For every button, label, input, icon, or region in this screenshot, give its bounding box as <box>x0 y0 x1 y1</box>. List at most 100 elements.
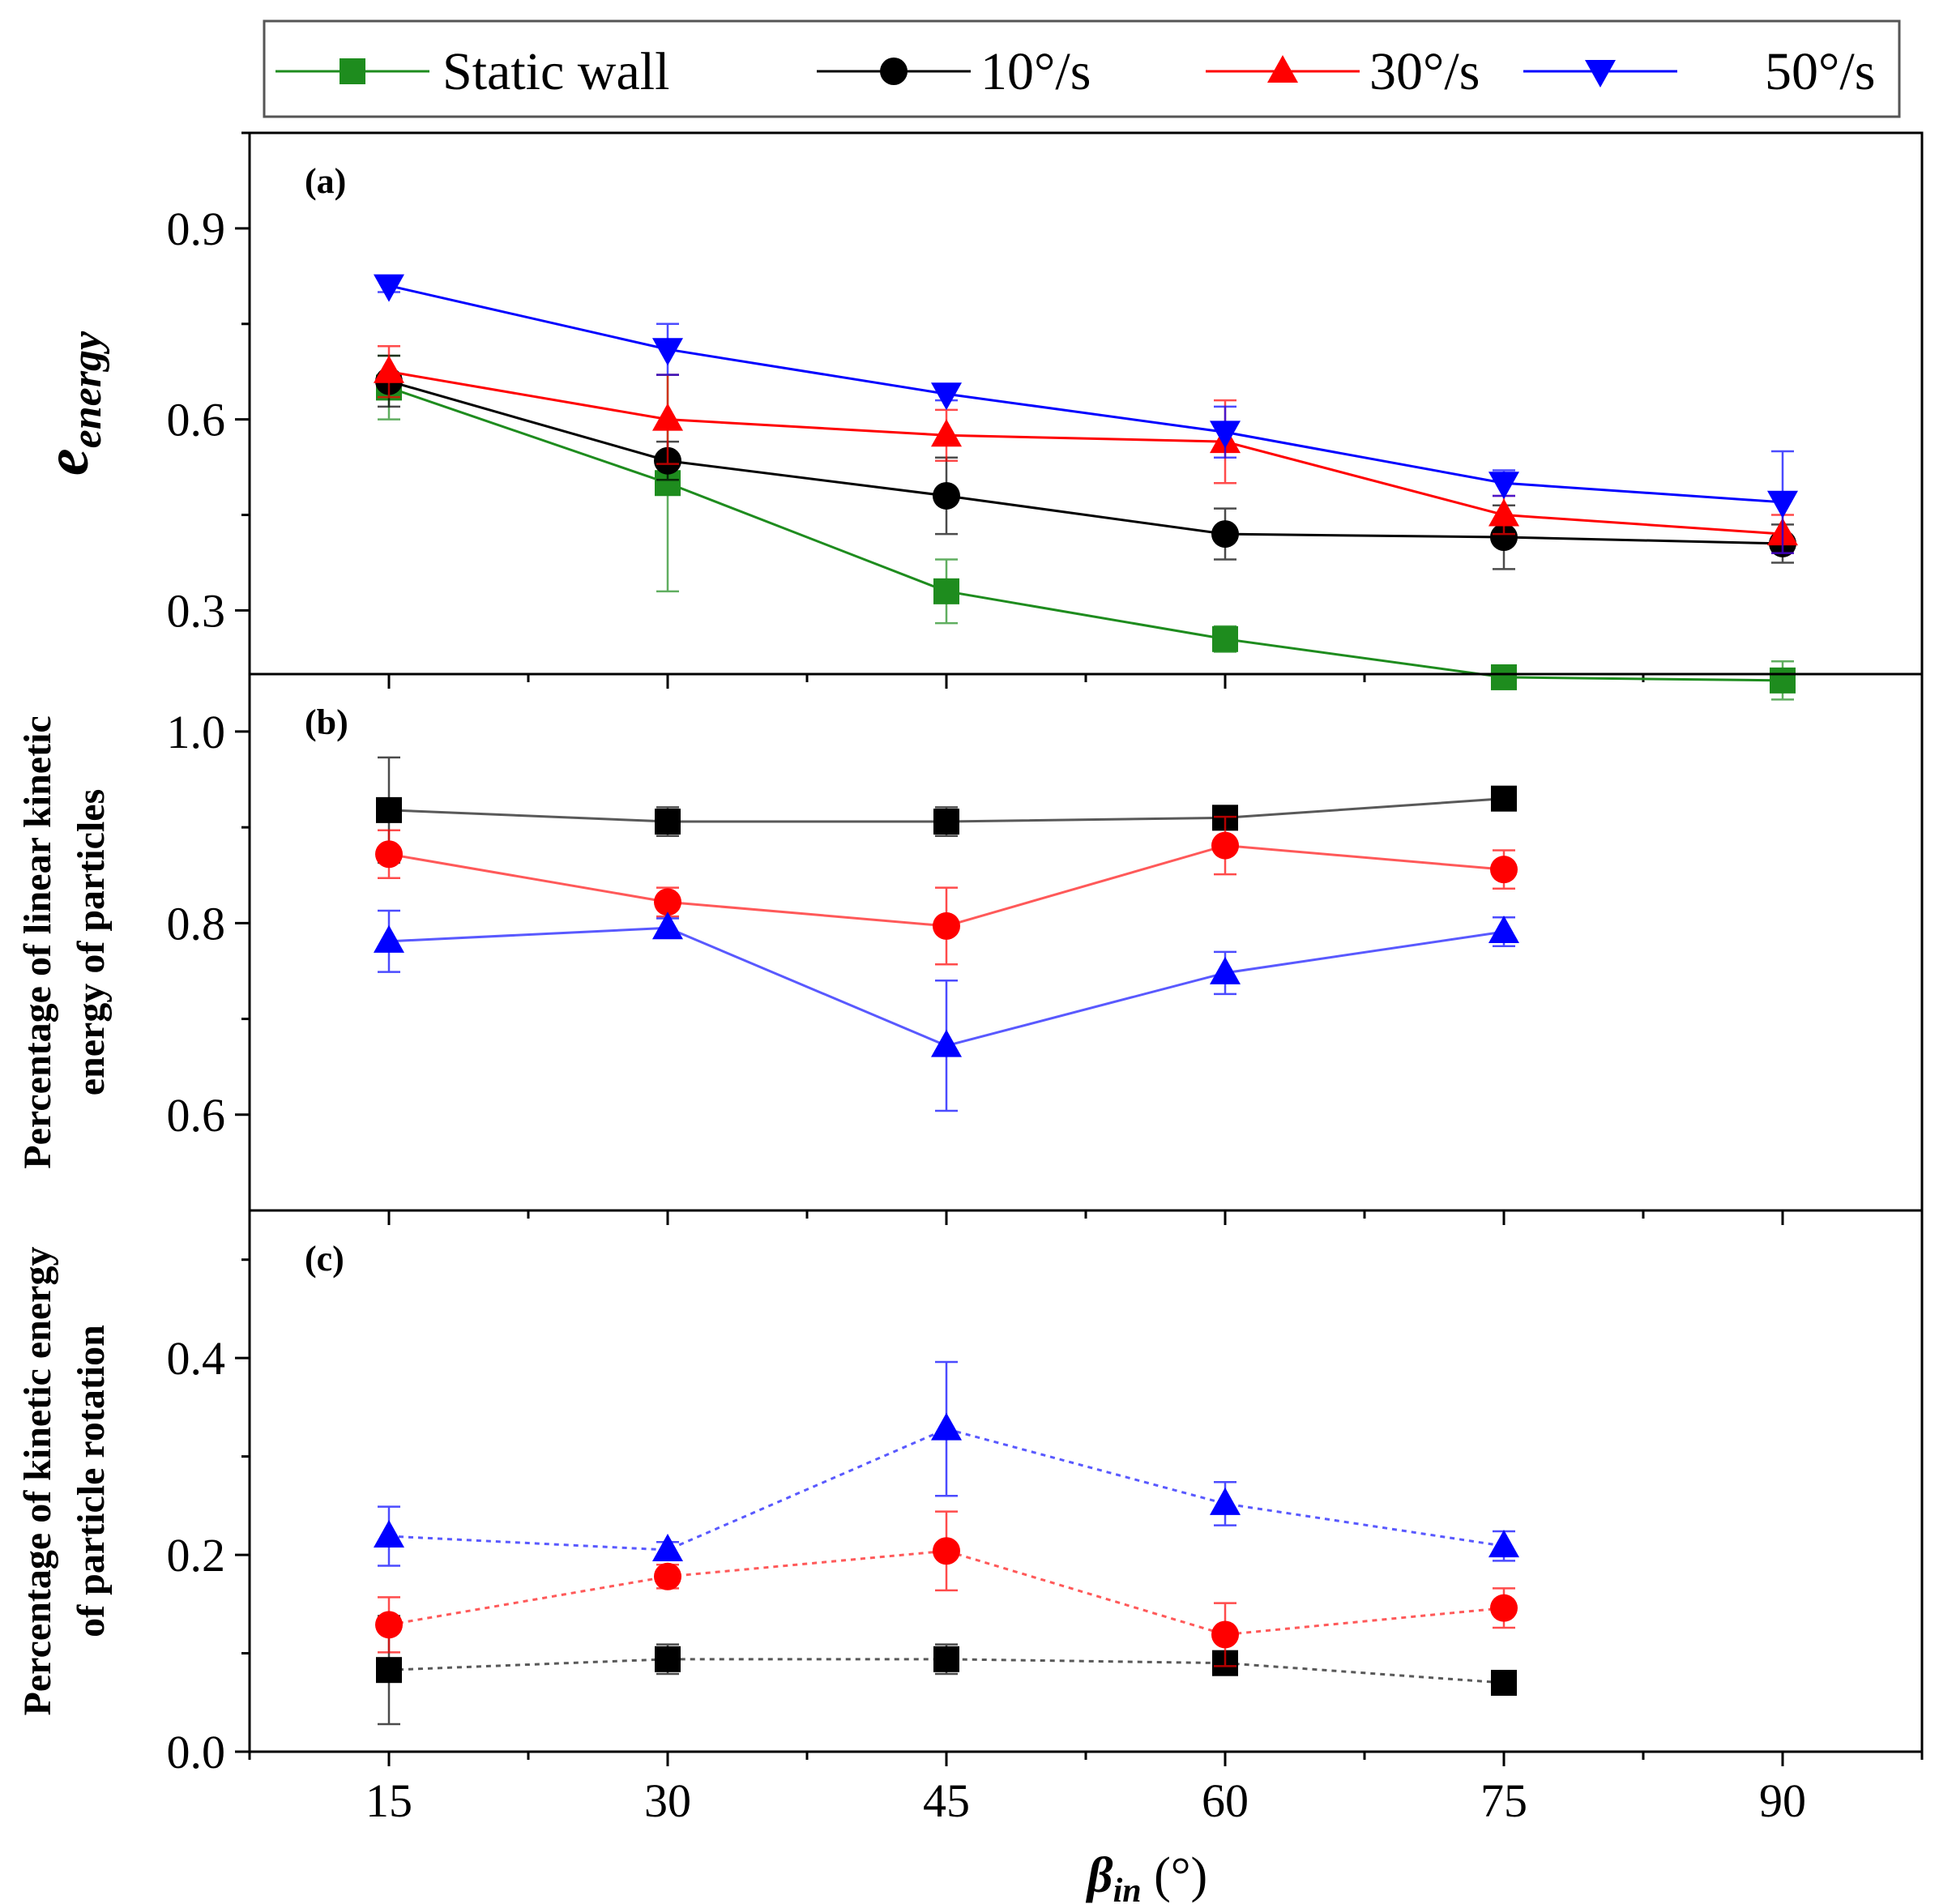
data-point <box>654 1562 681 1590</box>
legend-marker <box>1585 60 1616 88</box>
data-point <box>375 840 403 869</box>
data-point <box>374 355 404 383</box>
y-axis-label-line: Percentage of linear kinetic <box>16 715 59 1168</box>
data-point <box>654 888 681 916</box>
panel-b: (b) 0.6 0.8 1.0 Percentage of linear kinetic… <box>16 672 1924 1225</box>
y-tick-label: 0.6 <box>167 1089 226 1142</box>
series <box>374 345 1798 554</box>
x-tick-labels: 15 30 45 60 75 90 <box>365 1774 1806 1827</box>
panel-label: (c) <box>305 1239 344 1279</box>
data-point <box>933 1646 959 1672</box>
data-point <box>376 1657 402 1684</box>
y-axis-label-line: Percentage of kinetic energy <box>16 1247 59 1716</box>
x-tick-label: 60 <box>1202 1774 1249 1827</box>
legend-label: 50°/s <box>1765 42 1875 101</box>
legend-marker <box>340 58 365 84</box>
y-tick-label: 0.0 <box>167 1726 226 1778</box>
x-axis-label: βin (°) <box>1086 1848 1207 1904</box>
x-tick-label: 30 <box>644 1774 691 1827</box>
y-tick-label: 0.6 <box>167 394 226 446</box>
series-line <box>388 370 1783 536</box>
data-point <box>1488 1530 1519 1558</box>
data-point <box>933 809 959 835</box>
data-point <box>1767 490 1798 519</box>
legend-entry: 30°/s <box>1206 42 1480 101</box>
series <box>374 274 1798 554</box>
data-point <box>931 382 962 411</box>
panel-a: (a) 0.3 0.6 0.9 eenergy <box>33 131 1924 701</box>
y-axis-label-line: of particle rotation <box>70 1325 113 1637</box>
data-point <box>933 911 960 940</box>
legend-label: 10°/s <box>980 42 1091 101</box>
x-tick-label: 15 <box>365 1774 412 1827</box>
data-point <box>933 481 960 510</box>
panel-label: (a) <box>305 161 346 201</box>
panel-c: (c) 0.0 0.2 0.4 Percentage of kinetic energy… <box>16 1209 1924 1778</box>
data-point <box>1210 1487 1241 1515</box>
y-tick-label: 1.0 <box>167 706 226 758</box>
series-line <box>388 1428 1505 1552</box>
y-axis-label-main: e <box>33 448 101 476</box>
data-point <box>376 796 402 823</box>
data-point <box>655 1646 681 1672</box>
y-tick-label: 0.9 <box>167 203 226 255</box>
series-line <box>388 1549 1505 1636</box>
data-point <box>933 1537 960 1565</box>
data-point <box>931 1029 962 1057</box>
data-point <box>1490 856 1518 884</box>
y-tick-label: 0.2 <box>167 1529 226 1582</box>
legend-box <box>263 19 1901 118</box>
panel-label: (b) <box>305 702 348 742</box>
legend-entry: 10°/s <box>817 42 1091 101</box>
legend-entry: Static wall <box>275 42 669 101</box>
data-point <box>1211 1620 1239 1649</box>
panels: (a) 0.3 0.6 0.9 eenergy (b) 0.6 0.8 1.0 Percentag… <box>16 131 1924 1827</box>
legend-label: 30°/s <box>1369 42 1480 101</box>
y-tick-label: 0.3 <box>167 584 226 637</box>
x-axis-label-sub: in <box>1113 1872 1142 1904</box>
series-line <box>388 284 1783 504</box>
y-axis-label-sub: energy <box>64 331 110 448</box>
legend-marker <box>880 58 908 85</box>
data-point <box>1212 625 1238 652</box>
data-point <box>652 1534 683 1562</box>
x-tick-label: 45 <box>923 1774 970 1827</box>
y-tick-label: 0.4 <box>167 1332 226 1385</box>
data-point <box>652 403 683 431</box>
data-point <box>1491 785 1517 812</box>
legend-marker <box>1267 55 1298 83</box>
series <box>374 909 1519 1112</box>
y-axis-label: eenergy <box>33 331 110 476</box>
data-point <box>374 1520 404 1548</box>
x-axis-label-unit: (°) <box>1142 1848 1208 1903</box>
data-point <box>655 809 681 835</box>
data-point <box>1211 520 1239 549</box>
legend-entries: Static wall 10°/s 30°/s 50°/s <box>275 42 1875 101</box>
y-axis-label-line: energy of particles <box>70 789 113 1096</box>
data-point <box>375 1611 403 1639</box>
series <box>374 1360 1519 1567</box>
series-line <box>388 386 1783 682</box>
data-point <box>374 924 404 953</box>
data-point <box>931 419 962 447</box>
data-point <box>1491 664 1517 690</box>
data-point <box>933 578 959 604</box>
data-point <box>1488 498 1519 527</box>
data-point <box>1770 667 1796 694</box>
data-point <box>652 911 683 940</box>
legend-entry: 50°/s <box>1523 42 1875 101</box>
legend: Static wall 10°/s 30°/s 50°/s <box>263 19 1901 118</box>
x-tick-label: 75 <box>1480 1774 1527 1827</box>
data-point <box>1211 831 1239 860</box>
series <box>375 815 1518 966</box>
x-tick-label: 90 <box>1759 1774 1806 1827</box>
data-point <box>1488 915 1519 943</box>
data-point <box>652 338 683 366</box>
data-point <box>1210 421 1241 449</box>
data-point <box>1490 1594 1518 1622</box>
data-point <box>1210 956 1241 984</box>
data-point <box>1491 1669 1517 1696</box>
x-axis-label-main: β <box>1086 1848 1113 1903</box>
